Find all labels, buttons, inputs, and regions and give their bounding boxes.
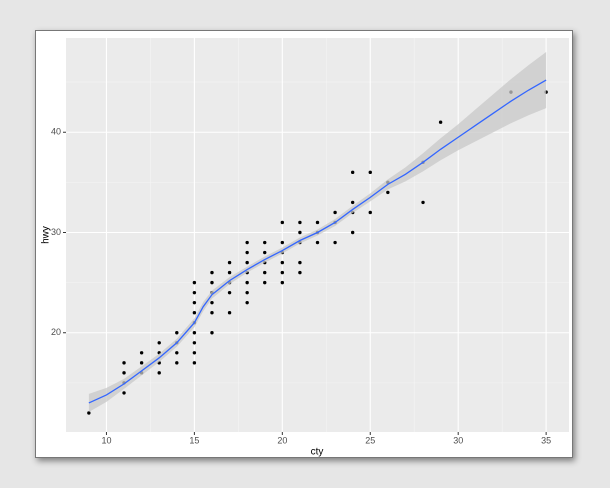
point [245,280,249,285]
point [350,170,355,175]
point [263,250,267,255]
point [157,341,161,345]
point [386,190,390,195]
x-tick-label: 30 [453,435,463,445]
point [438,120,443,124]
point [263,270,267,275]
point [122,371,126,375]
point [175,331,179,335]
x-tick-label: 15 [189,435,199,445]
y-axis-title: hwy [41,226,52,244]
point [298,230,302,235]
x-tick-label: 35 [541,435,551,445]
y-tick-label: 40 [51,127,61,137]
point [245,240,249,245]
point [210,270,214,275]
point [245,290,249,295]
point [245,250,249,255]
point [192,290,197,295]
point [263,240,267,245]
y-tick-label: 20 [51,327,61,337]
x-tick-label: 10 [101,435,111,445]
x-axis-title: cty [311,447,324,458]
point [421,200,425,205]
smooth-line [88,79,547,404]
point [122,391,126,395]
point [192,361,197,365]
point [210,300,214,305]
point [350,200,355,205]
point [333,240,337,245]
x-tick-label: 25 [365,435,375,445]
point [280,280,285,285]
point [245,260,249,265]
point [333,210,337,215]
point [368,170,372,175]
point [368,210,372,215]
point [227,290,232,295]
point [227,310,232,315]
point [192,341,197,345]
point [298,260,302,265]
point [192,331,197,335]
point [298,270,302,275]
point [298,220,302,225]
point [280,270,285,275]
point [122,361,126,365]
point [192,280,197,285]
point [350,230,355,235]
point [280,260,285,265]
point [280,240,285,245]
point [315,220,320,225]
point [210,280,214,285]
point [175,361,179,365]
point [245,300,249,305]
point [87,411,91,415]
point [315,240,320,245]
point [210,331,214,335]
point [192,310,197,315]
point [280,220,285,225]
point [227,270,232,275]
point [227,260,232,265]
point [192,300,197,305]
point [139,361,144,365]
point [175,351,179,355]
point [192,351,197,355]
x-tick-label: 20 [277,435,287,445]
y-tick-label: 30 [51,227,61,237]
point [139,351,144,355]
point [157,371,161,375]
point [263,280,267,285]
point [210,310,214,315]
